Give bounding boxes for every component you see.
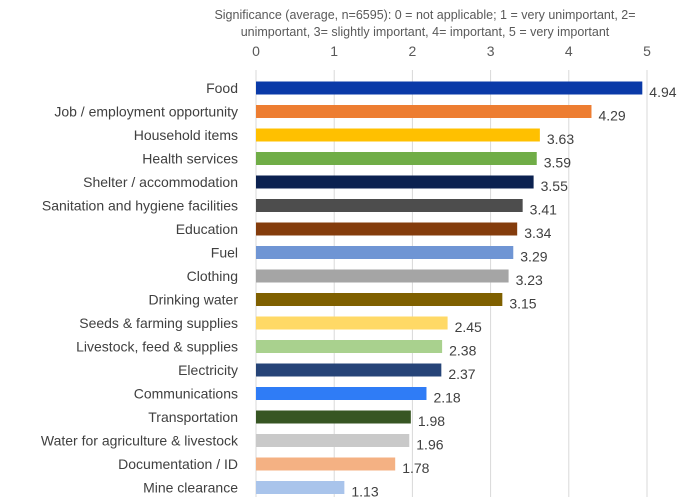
data-label: 4.94 [649,84,676,100]
bar [256,410,411,424]
category-label: Sanitation and hygiene facilities [42,198,238,214]
x-tick-label: 2 [409,43,417,59]
data-label: 3.41 [530,202,557,218]
data-label: 2.45 [455,319,482,335]
data-label: 1.98 [418,413,445,429]
x-axis-ticks: 0 1 2 3 4 5 [252,43,651,59]
bar [256,387,427,400]
bar [256,222,518,236]
bar [256,152,537,165]
category-label: Seeds & farming supplies [79,315,238,331]
bar [256,269,509,283]
data-label: 1.13 [351,484,378,499]
x-axis-title: Significance (average, n=6595): 0 = not … [214,8,635,39]
category-label: Drinking water [149,292,239,308]
data-label: 1.78 [402,460,429,476]
category-label: Health services [142,151,238,167]
bars [256,81,643,494]
bar [256,128,540,142]
category-label: Livestock, feed & supplies [76,339,238,355]
data-label: 3.23 [516,272,543,288]
x-axis-title-line-2: unimportant, 3= slightly important, 4= i… [241,25,610,39]
bar [256,434,410,447]
data-label: 3.63 [547,131,574,147]
value-labels: 4.94 4.29 3.63 3.59 3.55 3.41 3.34 3.29 3.23 3.15… [351,84,676,499]
bar [256,293,503,306]
bar [256,316,448,330]
category-label: Water for agriculture & livestock [41,433,239,449]
data-label: 3.59 [544,155,571,171]
bar [256,340,443,353]
category-label: Documentation / ID [118,456,238,472]
category-label: Clothing [187,268,238,284]
x-tick-label: 3 [487,43,495,59]
category-label: Job / employment opportunity [54,104,238,120]
data-label: 2.38 [449,343,476,359]
category-label: Education [176,221,238,237]
bar [256,457,396,471]
bar [256,81,643,95]
category-label: Communications [134,386,238,402]
category-label: Transportation [148,409,238,425]
data-label: 3.55 [541,178,568,194]
x-tick-label: 0 [252,43,260,59]
category-label: Shelter / accommodation [83,174,238,190]
x-tick-label: 1 [330,43,338,59]
category-label: Mine clearance [143,480,238,496]
bar [256,105,592,118]
category-label: Fuel [211,245,238,261]
category-label: Food [206,80,238,96]
data-label: 3.29 [520,249,547,265]
data-label: 2.37 [448,366,475,382]
x-tick-label: 5 [643,43,651,59]
x-axis-title-line-1: Significance (average, n=6595): 0 = not … [214,8,635,22]
data-label: 3.34 [524,225,551,241]
x-tick-label: 4 [565,43,573,59]
bar [256,246,514,259]
category-label: Household items [134,127,238,143]
data-label: 3.15 [509,296,536,312]
bar [256,175,534,189]
bar [256,363,442,377]
data-label: 1.96 [416,437,443,453]
category-labels: Food Job / employment opportunity Househol… [41,80,239,496]
category-label: Electricity [178,362,238,378]
data-label: 2.18 [433,390,460,406]
data-label: 4.29 [598,108,625,124]
bar [256,199,523,212]
bar [256,481,345,494]
